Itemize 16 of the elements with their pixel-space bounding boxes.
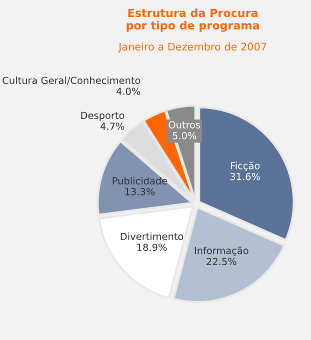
- slice-label: Desporto: [81, 112, 124, 121]
- slice-label: Outros: [168, 121, 200, 128]
- data-label: 5.0%: [172, 132, 196, 140]
- data-label: 13.3%: [125, 188, 155, 196]
- slice-label: Ficção: [230, 162, 260, 172]
- data-label: 18.9%: [137, 244, 167, 251]
- data-label: 22.5%: [206, 258, 236, 266]
- slice-label: Informação: [194, 246, 248, 256]
- data-label: 4.7%: [100, 122, 124, 130]
- slice-label: Cultura Geral/Conhecimento: [2, 76, 140, 85]
- chart-subtitle: Janeiro a Dezembro de 2007: [118, 42, 266, 52]
- slice-label: Publicidade: [112, 176, 168, 184]
- chart-title: Estrutura da Procura por tipo de programa: [126, 8, 259, 32]
- slice-label: Divertimento: [120, 232, 184, 240]
- data-label: 4.0%: [116, 88, 140, 95]
- data-label: 31.6%: [230, 172, 260, 180]
